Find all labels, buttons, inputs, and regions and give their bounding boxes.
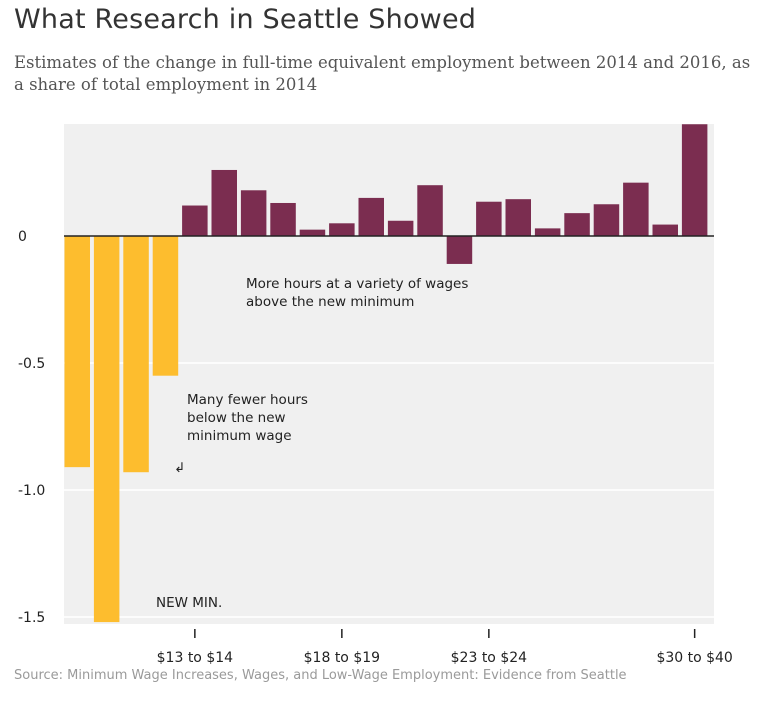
bar (64, 236, 90, 468)
bar-chart: 0 -0.5 -1.0 -1.5 $13 to $14 $18 to $19 $23 to… (18, 124, 733, 665)
annotation-below-line-2: below the new (187, 410, 286, 426)
x-tick-label: $13 to $14 (157, 650, 233, 665)
chart-title: What Research in Seattle Showed (14, 4, 477, 35)
annotation-above-line-1: More hours at a variety of wages (246, 276, 468, 292)
y-axis-ticks: 0 -0.5 -1.0 -1.5 (18, 229, 45, 626)
bar (534, 228, 561, 236)
bar (358, 197, 384, 236)
bar (564, 213, 590, 236)
bar (123, 236, 149, 473)
bar (152, 236, 179, 376)
bar (93, 236, 120, 623)
bar (623, 182, 649, 236)
source-note: Source: Minimum Wage Increases, Wages, a… (14, 668, 627, 683)
y-tick-label: -0.5 (18, 356, 45, 372)
return-arrow-icon: ↲ (174, 460, 185, 476)
bar (417, 185, 443, 236)
bar (240, 190, 267, 236)
y-tick-label: -1.0 (18, 483, 45, 499)
bar (211, 169, 237, 236)
bar (387, 220, 414, 236)
bar (476, 201, 502, 236)
bar (182, 205, 208, 236)
bar (270, 202, 296, 236)
chart-subtitle: Estimates of the change in full-time equ… (14, 53, 751, 94)
x-tick-label: $30 to $40 (656, 650, 732, 665)
annotation-below-line-3: minimum wage (187, 428, 292, 444)
bar (329, 223, 355, 236)
bar (446, 236, 473, 264)
x-axis-ticks: $13 to $14 $18 to $19 $23 to $24 $30 to $40 (157, 629, 733, 665)
bar (652, 224, 678, 236)
bar (505, 199, 531, 236)
annotation-above-line-2: above the new minimum (246, 294, 414, 310)
bar (593, 204, 620, 236)
bars (64, 124, 708, 623)
new-min-label: NEW MIN. (156, 595, 222, 611)
x-tick-label: $23 to $24 (451, 650, 527, 665)
annotation-below-line-1: Many fewer hours (187, 392, 308, 408)
y-tick-label: -1.5 (18, 610, 45, 626)
y-tick-label: 0 (18, 229, 27, 245)
bar (681, 124, 708, 236)
x-tick-label: $18 to $19 (304, 650, 380, 665)
bar (299, 229, 326, 236)
